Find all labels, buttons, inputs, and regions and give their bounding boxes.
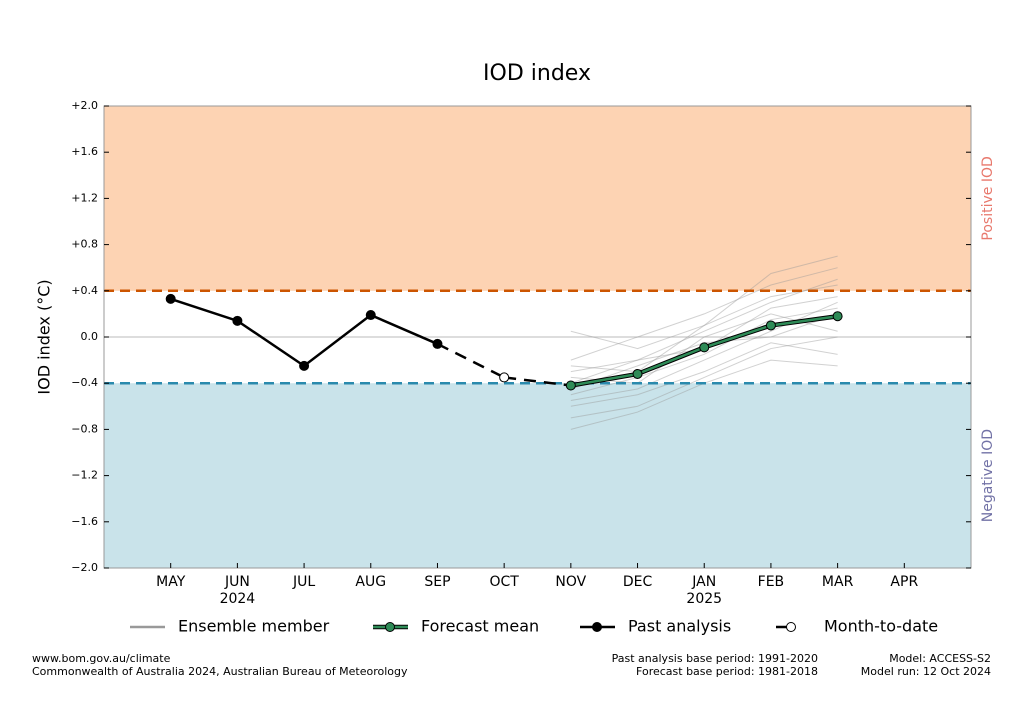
month-to-date-line: [504, 376, 571, 387]
ensemble-member: [570, 278, 838, 373]
y-tick-label: −1.6: [71, 515, 98, 528]
x-year-label: 2024: [220, 591, 256, 607]
x-tick-label: AUG: [355, 574, 386, 590]
footer-text: Commonwealth of Australia 2024, Australi…: [32, 665, 408, 678]
forecast-mean-marker: [699, 342, 710, 353]
forecast-mean-marker: [832, 311, 843, 322]
x-tick-label: OCT: [489, 574, 519, 590]
footer-text: Model run: 12 Oct 2024: [861, 665, 991, 678]
ensemble-member: [570, 284, 838, 350]
past-analysis-line: [170, 297, 438, 368]
y-tick-label: −0.8: [71, 422, 98, 435]
past-analysis-marker: [365, 310, 376, 321]
ensemble-member: [570, 336, 838, 419]
legend-label: Month-to-date: [824, 617, 938, 636]
y-tick-label: +2.0: [71, 99, 98, 112]
month-to-date-line: [436, 342, 505, 379]
y-tick-label: −2.0: [71, 561, 98, 574]
y-tick-label: +1.2: [71, 191, 98, 204]
x-tick-label: MAR: [822, 574, 854, 590]
y-tick-label: +0.8: [71, 238, 98, 251]
legend-marker: [592, 622, 602, 632]
y-tick-label: 0.0: [81, 330, 99, 343]
legend-marker: [786, 622, 796, 632]
y-tick-label: −1.2: [71, 469, 98, 482]
x-tick-label: JUN: [224, 574, 250, 590]
x-tick-label: JUL: [292, 574, 315, 590]
forecast-mean-marker: [632, 368, 643, 379]
ensemble-member: [570, 307, 838, 396]
past-analysis-marker: [165, 293, 176, 304]
threshold-label: Negative IOD: [980, 429, 996, 522]
y-tick-label: +0.4: [71, 284, 98, 297]
legend-marker: [385, 622, 395, 632]
threshold-band: [104, 383, 971, 568]
ensemble-member: [570, 296, 838, 384]
past-analysis-marker: [232, 315, 243, 326]
chart-title: IOD index: [483, 61, 591, 86]
y-axis-label: IOD index (°C): [35, 279, 54, 394]
x-tick-label: JAN: [691, 574, 716, 590]
ensemble-member: [570, 255, 838, 373]
past-analysis-marker: [432, 338, 443, 349]
x-tick-label: SEP: [424, 574, 450, 590]
legend-label: Ensemble member: [178, 617, 330, 636]
forecast-mean-marker: [565, 380, 576, 391]
month-to-date-marker: [499, 372, 510, 383]
legend-label: Forecast mean: [421, 617, 539, 636]
y-tick-label: −0.4: [71, 376, 98, 389]
past-analysis-marker: [299, 360, 310, 371]
ensemble-member: [570, 313, 838, 384]
legend-label: Past analysis: [628, 617, 731, 636]
footer-text: www.bom.gov.au/climate: [32, 652, 171, 665]
footer-text: Forecast base period: 1981-2018: [636, 665, 818, 678]
forecast-mean-marker: [765, 320, 776, 331]
ensemble-member: [570, 342, 838, 407]
footer-text: Model: ACCESS-S2: [889, 652, 991, 665]
footer-text: Past analysis base period: 1991-2020: [612, 652, 818, 665]
x-tick-label: APR: [890, 574, 918, 590]
x-tick-label: NOV: [555, 574, 586, 590]
threshold-band: [104, 106, 971, 291]
threshold-label: Positive IOD: [980, 156, 996, 240]
x-tick-label: MAY: [156, 574, 186, 590]
y-tick-label: +1.6: [71, 145, 98, 158]
x-year-label: 2025: [686, 591, 722, 607]
x-tick-label: DEC: [623, 574, 653, 590]
ensemble-member: [570, 267, 838, 361]
x-tick-label: FEB: [758, 574, 785, 590]
